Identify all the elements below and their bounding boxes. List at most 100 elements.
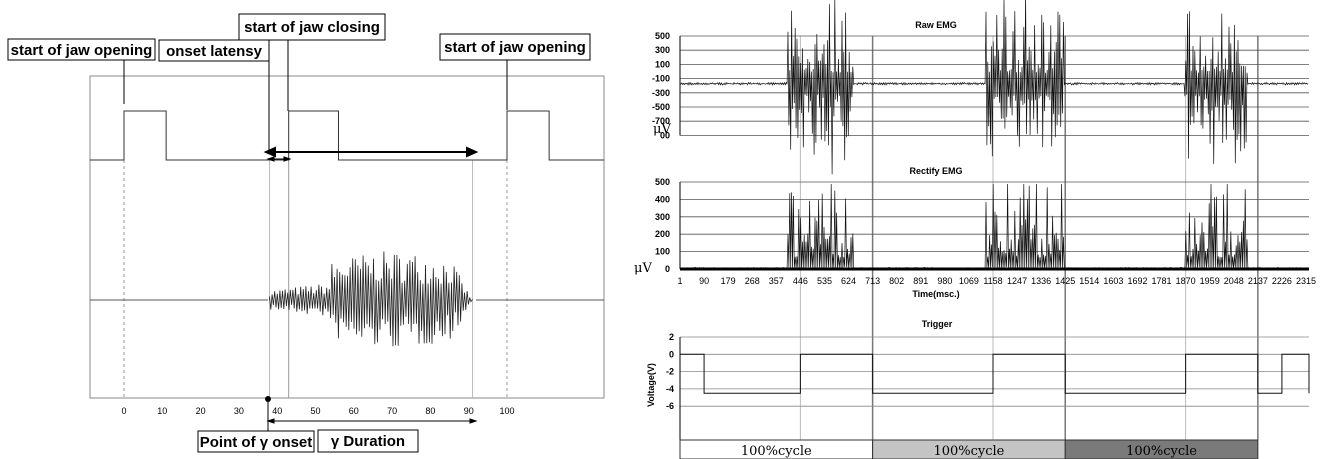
schematic-event-lines [123, 160, 508, 398]
x-tick-label: 40 [272, 406, 282, 416]
schematic-panel: 0 10 20 30 40 50 60 70 80 90 100 [7, 13, 605, 453]
duration-arrow-bottom [266, 418, 478, 424]
y-tick-label: -100 [652, 74, 670, 84]
emg-burst-trace [269, 251, 473, 347]
x-tick-label: 2226 [1272, 276, 1292, 286]
trigger-trace [680, 353, 1310, 394]
x-tick-label: 624 [841, 276, 856, 286]
raw-emg-unit: μV [653, 122, 671, 137]
y-tick-label: 100 [655, 247, 670, 257]
x-tick-label: 357 [769, 276, 784, 286]
y-tick-label: 500 [655, 177, 670, 187]
trigger-grid [680, 336, 1309, 407]
y-tick-label: 00 [660, 130, 670, 140]
cycle-bar: 100%cycle 100%cycle 100%cycle [679, 439, 1259, 459]
x-tick-label: 1069 [959, 276, 979, 286]
x-tick-label: 90 [464, 406, 474, 416]
x-tick-label: 179 [721, 276, 736, 286]
rectify-emg-trace [679, 183, 1309, 270]
raw-emg-trace [679, 0, 1309, 175]
x-tick-label: 2315 [1296, 276, 1316, 286]
y-tick-label: -6 [666, 401, 674, 411]
x-tick-label: 713 [865, 276, 880, 286]
x-tick-label: 70 [387, 406, 397, 416]
svg-text:start of jaw opening: start of jaw opening [444, 39, 586, 56]
x-tick-label: 1959 [1200, 276, 1220, 286]
y-tick-label: 0 [669, 349, 674, 359]
label-point-of-onset: Point of γ onset [197, 430, 315, 453]
y-tick-label: 300 [655, 212, 670, 222]
rectify-emg-unit: μV [634, 261, 652, 276]
x-tick-label: 2137 [1248, 276, 1268, 286]
rectify-emg-x-ticks: 1 90 179 268 357 446 535 624 713 802 891 980 1069 115… [677, 276, 1316, 286]
x-tick-label: 100 [499, 406, 514, 416]
rectify-emg-title: Rectify EMG [909, 166, 962, 176]
x-tick-label: 80 [425, 406, 435, 416]
y-tick-label: 500 [655, 31, 670, 41]
y-tick-label: 300 [655, 45, 670, 55]
y-tick-label: 100 [655, 59, 670, 69]
rectify-emg-y-ticks: 500 400 300 200 100 0 [655, 177, 670, 274]
x-tick-label: 1158 [983, 276, 1002, 286]
y-tick-label: -300 [652, 88, 670, 98]
x-tick-label: 90 [699, 276, 709, 286]
svg-text:γ Duration: γ Duration [331, 433, 405, 450]
x-tick-label: 1781 [1152, 276, 1172, 286]
y-tick-label: -4 [666, 384, 674, 394]
label-start-of-jaw-opening-2: start of jaw opening [439, 33, 591, 61]
x-tick-label: 446 [793, 276, 808, 286]
cycle-label: 100%cycle [1126, 444, 1197, 459]
x-tick-label: 802 [889, 276, 904, 286]
x-tick-label: 891 [913, 276, 928, 286]
trigger-y-ticks: 2 0 -2 -4 -6 [666, 332, 674, 411]
label-start-of-jaw-opening-1: start of jaw opening [7, 38, 156, 61]
latency-arrow [266, 156, 292, 162]
x-tick-label: 1514 [1079, 276, 1099, 286]
x-tick-label: 1692 [1127, 276, 1147, 286]
trigger-title: Trigger [922, 319, 953, 329]
x-tick-label: 0 [121, 406, 126, 416]
x-tick-label: 50 [310, 406, 320, 416]
svg-text:onset latensy: onset latensy [166, 43, 263, 60]
label-onset-latency: onset latensy [158, 39, 270, 62]
x-tick-label: 2048 [1224, 276, 1244, 286]
label-start-of-jaw-closing: start of jaw closing [238, 13, 386, 41]
duration-arrow-top [263, 146, 479, 158]
schematic-frame [89, 75, 605, 399]
x-tick-label: 1425 [1055, 276, 1075, 286]
y-tick-label: 400 [655, 194, 670, 204]
svg-text:start of jaw closing: start of jaw closing [244, 19, 380, 36]
x-tick-label: 10 [157, 406, 167, 416]
x-tick-label: 980 [937, 276, 952, 286]
x-tick-label: 60 [349, 406, 359, 416]
y-tick-label: 2 [669, 332, 674, 342]
label-duration: γ Duration [317, 429, 419, 453]
jaw-trace [90, 110, 604, 161]
x-tick-label: 20 [196, 406, 206, 416]
x-tick-label: 1870 [1176, 276, 1196, 286]
x-tick-label: 1336 [1031, 276, 1051, 286]
svg-text:Point of γ onset: Point of γ onset [200, 434, 313, 451]
y-tick-label: -2 [666, 367, 674, 377]
time-axis-label: Time(msc.) [912, 289, 959, 299]
cycle-label: 100%cycle [741, 444, 812, 459]
y-tick-label: -500 [652, 102, 670, 112]
raw-emg-y-ticks: 500 300 100 -100 -300 -500 -700 00 [652, 31, 670, 140]
x-tick-label: 30 [234, 406, 244, 416]
x-tick-label: 1603 [1103, 276, 1123, 286]
x-tick-label: 535 [817, 276, 832, 286]
y-tick-label: -700 [652, 116, 670, 126]
cycle-label: 100%cycle [933, 444, 1004, 459]
voltage-axis-label: Voltage(V) [646, 363, 656, 407]
x-tick-label: 268 [745, 276, 760, 286]
schematic-x-ticks: 0 10 20 30 40 50 60 70 80 90 100 [121, 406, 514, 416]
y-tick-label: 0 [665, 264, 670, 274]
x-tick-label: 1 [677, 276, 682, 286]
raw-emg-title: Raw EMG [915, 20, 957, 30]
y-tick-label: 200 [655, 229, 670, 239]
x-tick-label: 1247 [1007, 276, 1027, 286]
annotation-connectors [123, 40, 508, 431]
svg-text:start of jaw opening: start of jaw opening [11, 42, 153, 59]
